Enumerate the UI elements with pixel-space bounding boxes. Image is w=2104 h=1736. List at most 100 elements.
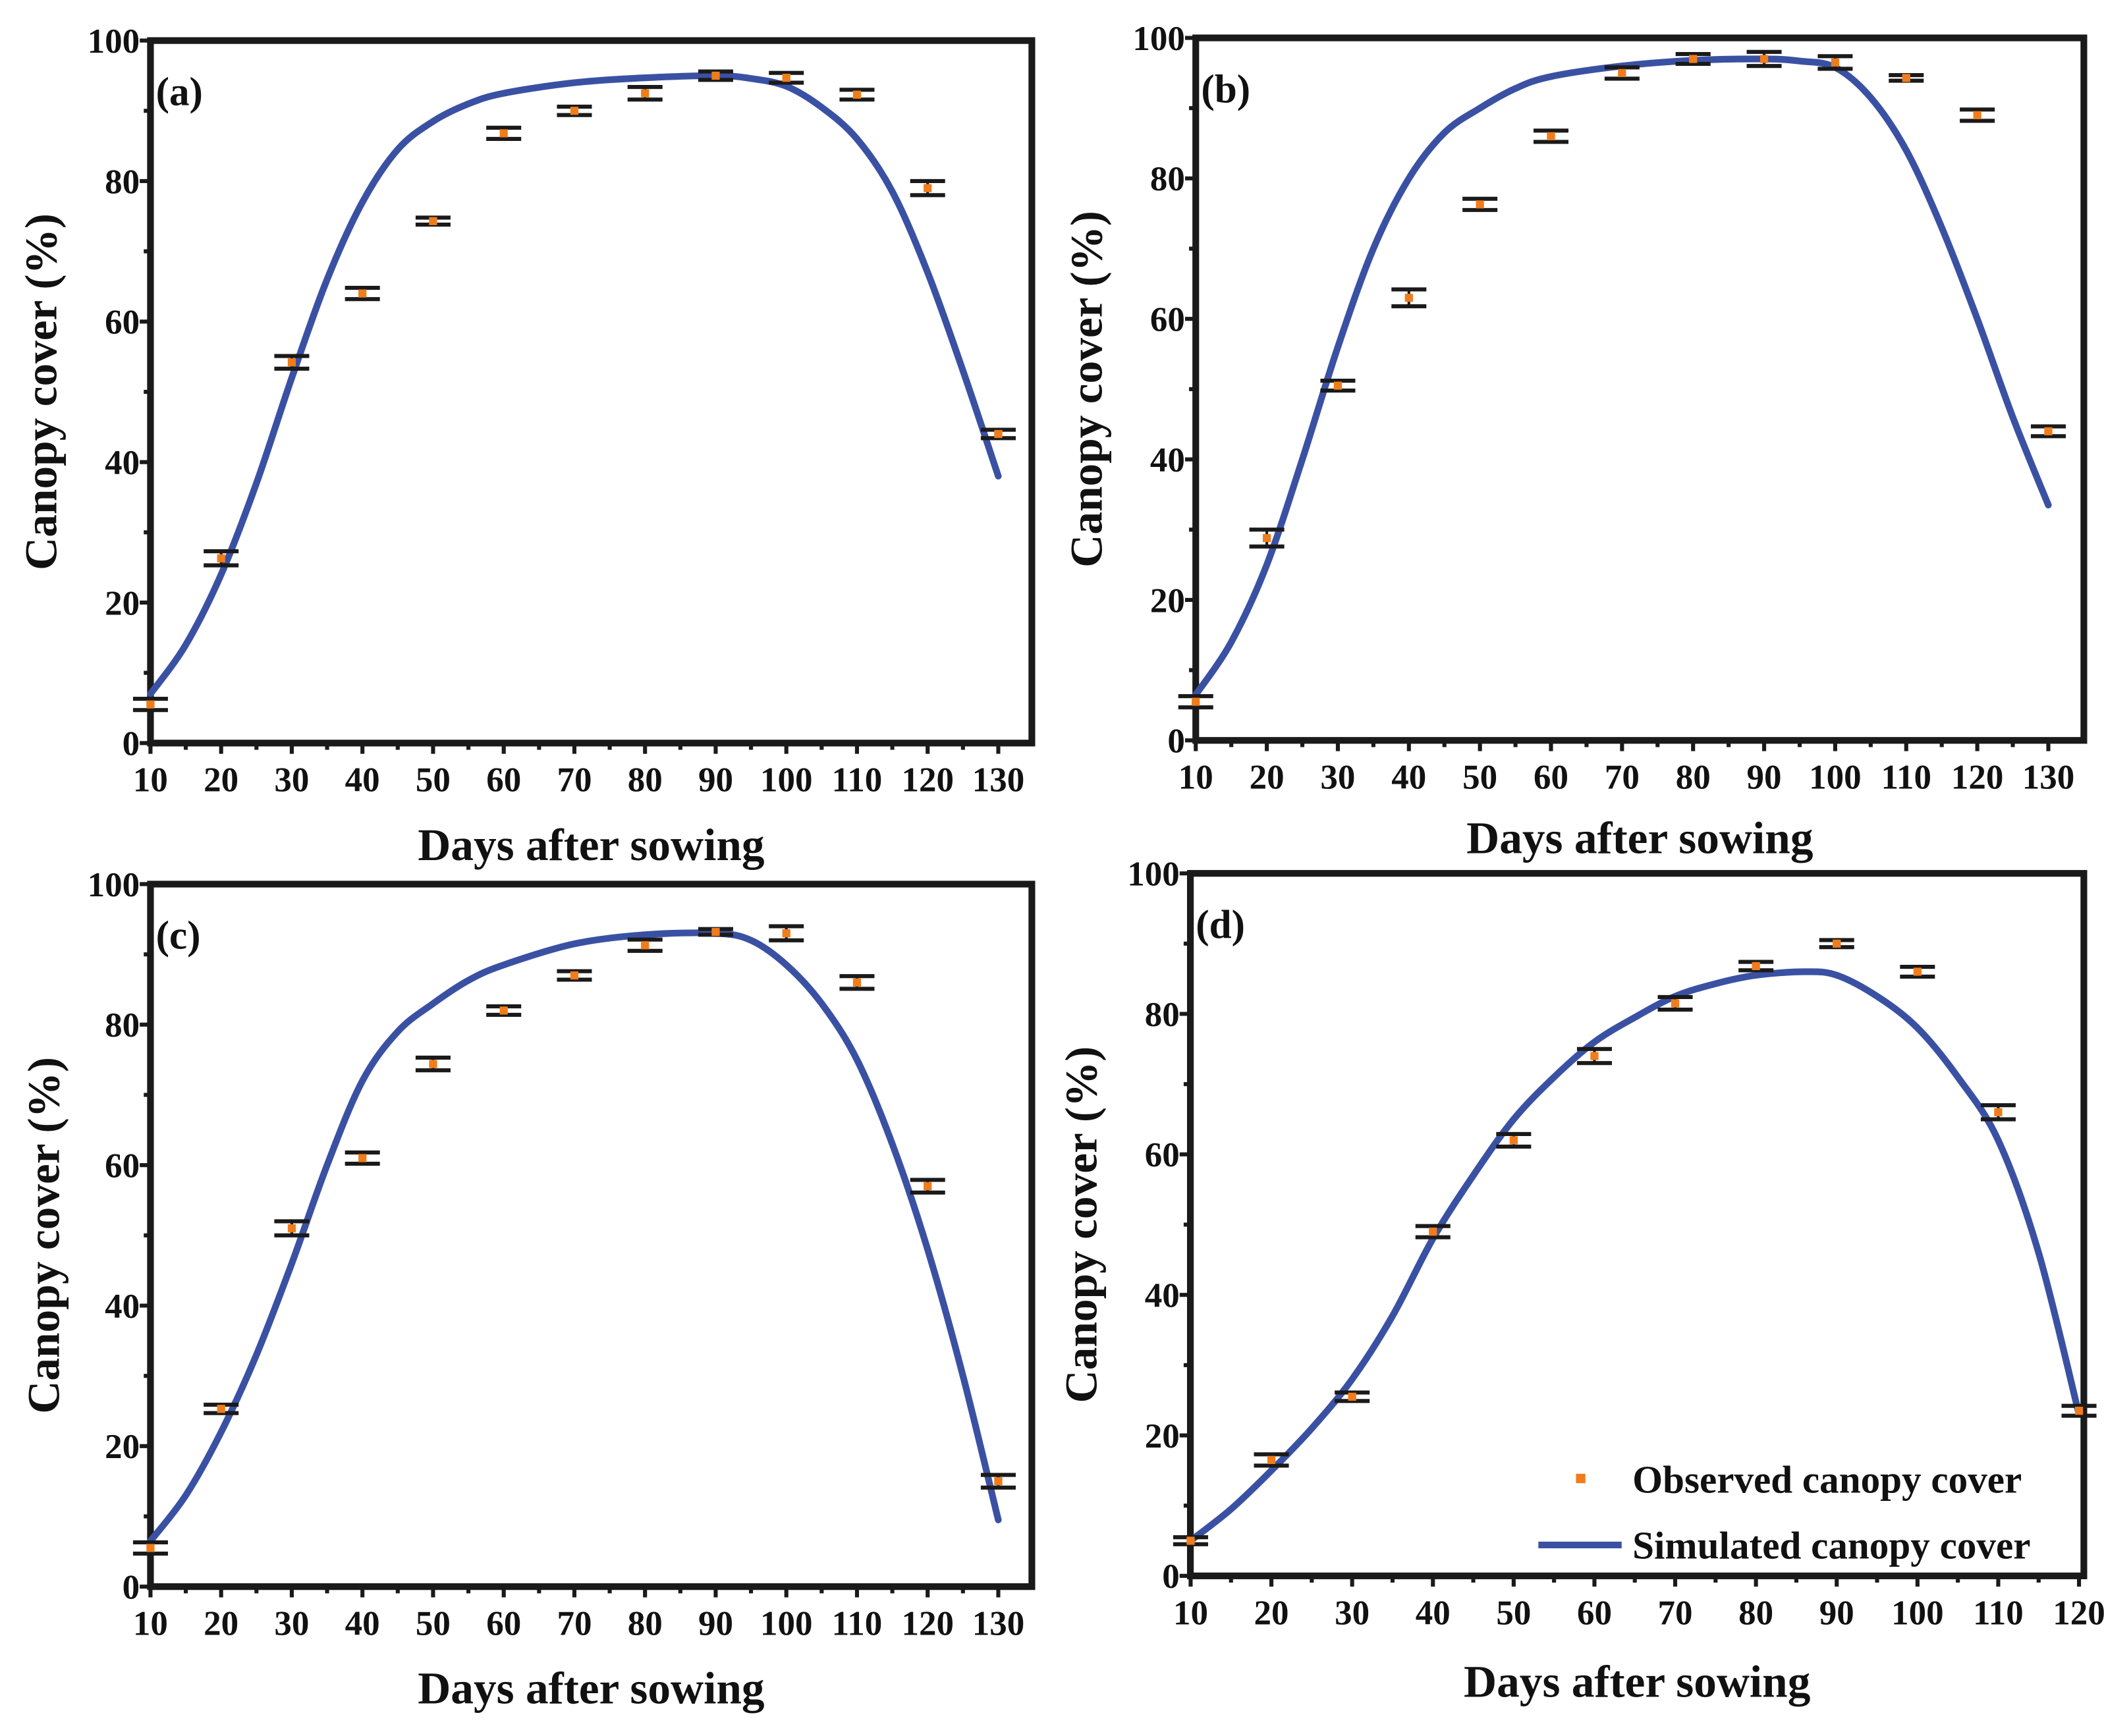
observed-point <box>1320 379 1356 393</box>
observed-marker <box>429 1060 437 1068</box>
x-tick-label: 20 <box>204 1605 238 1643</box>
observed-point <box>1496 1131 1532 1149</box>
observed-point <box>486 1004 522 1017</box>
panel-c: 0 20 40 60 80 100 10 20 30 40 50 60 70 80 90 100 110 120 1… <box>18 866 1036 1714</box>
y-tick-label: 80 <box>105 163 140 201</box>
observed-marker <box>852 978 862 987</box>
observed-marker <box>1476 200 1484 209</box>
observed-point <box>274 1219 310 1237</box>
observed-point <box>1415 1224 1451 1239</box>
x-tick-label: 110 <box>1973 1594 2024 1632</box>
observed-point <box>1960 107 1995 123</box>
observed-marker <box>1192 697 1200 706</box>
x-tick-label: 90 <box>698 1605 733 1643</box>
x-tick-label: 80 <box>1676 759 1711 797</box>
observed-marker <box>2074 1407 2084 1415</box>
panel-a: 0 20 40 60 80 100 10 20 30 40 50 60 70 80 90 100 110 120 1… <box>16 22 1036 870</box>
x-tick-label: 70 <box>557 761 592 800</box>
observed-point <box>1391 287 1427 309</box>
legend: Observed canopy cover Simulated canopy c… <box>1538 1457 2030 1567</box>
y-tick-label: 80 <box>1145 996 1180 1034</box>
legend-observed-label: Observed canopy cover <box>1632 1457 2022 1501</box>
observed-marker <box>1429 1228 1437 1236</box>
x-tick-label: 120 <box>2053 1594 2104 1632</box>
y-tick-label: 40 <box>105 444 140 482</box>
observed-point <box>910 1178 945 1195</box>
observed-marker <box>1509 1136 1518 1145</box>
observed-marker <box>217 554 225 562</box>
observed-point <box>1173 1535 1208 1546</box>
observed-point <box>415 215 451 227</box>
x-tick-label: 80 <box>628 1605 663 1643</box>
observed-point <box>1462 196 1498 212</box>
y-tick-label: 60 <box>1150 301 1185 339</box>
observed-marker <box>1752 962 1760 971</box>
x-tick-label: 110 <box>832 1605 883 1643</box>
x-tick-label: 30 <box>274 1605 309 1643</box>
observed-point <box>1335 1390 1370 1403</box>
observed-point <box>486 125 522 142</box>
observed-marker <box>641 89 650 97</box>
observed-marker <box>287 358 296 367</box>
observed-point <box>1657 994 1693 1012</box>
y-tick-label: 20 <box>1150 582 1185 620</box>
x-tick-label: 40 <box>1416 1594 1451 1632</box>
observed-point <box>1254 1452 1289 1468</box>
x-tick-label: 60 <box>1534 759 1568 797</box>
observed-marker <box>570 971 579 980</box>
x-tick-label: 30 <box>1335 1594 1370 1632</box>
x-tick-label: 60 <box>486 761 521 800</box>
y-tick-label: 0 <box>123 725 140 763</box>
x-tick-label: 50 <box>416 1605 451 1643</box>
observed-marker <box>1973 111 1981 119</box>
observed-point <box>1533 128 1569 144</box>
observed-marker <box>994 429 1003 439</box>
panel-b: 0 20 40 60 80 100 10 20 30 40 50 60 70 80 90 100 110 120 1… <box>1061 20 2088 863</box>
panel-label: (a) <box>156 70 203 115</box>
y-axis-title: Canopy cover (%) <box>1061 211 1111 568</box>
x-tick-label: 130 <box>972 1605 1025 1643</box>
y-tick-label: 0 <box>1162 1558 1180 1596</box>
x-tick-label: 30 <box>1320 759 1355 797</box>
observed-marker <box>499 129 508 138</box>
observed-point <box>1675 52 1711 67</box>
observed-marker <box>146 700 155 709</box>
observed-marker <box>1618 68 1626 77</box>
observed-marker <box>499 1006 508 1015</box>
observed-marker <box>711 927 720 936</box>
y-axis-title: Canopy cover (%) <box>1055 1046 1106 1403</box>
observed-marker <box>1348 1392 1356 1401</box>
observed-marker <box>429 217 437 225</box>
observed-point <box>769 924 804 942</box>
x-axis-title: Days after sowing <box>1466 813 1813 863</box>
panel-label: (d) <box>1196 902 1245 947</box>
simulated-curve <box>147 72 1002 697</box>
observed-point <box>1819 938 1854 950</box>
x-tick-label: 20 <box>204 761 238 800</box>
observed-point <box>204 1402 239 1415</box>
y-tick-label: 20 <box>105 1428 140 1466</box>
observed-marker <box>1759 55 1769 63</box>
x-tick-label: 30 <box>274 761 309 800</box>
observed-point <box>1817 54 1853 71</box>
observed-marker <box>711 71 720 80</box>
observed-marker <box>1333 381 1343 390</box>
observed-point <box>910 178 945 198</box>
observed-point <box>627 84 663 102</box>
observed-point <box>698 927 733 937</box>
y-tick-label: 100 <box>1127 855 1180 894</box>
x-tick-label: 100 <box>1891 1594 1944 1632</box>
panel-label: (b) <box>1201 67 1250 111</box>
observed-point <box>557 104 592 117</box>
y-tick-label: 100 <box>88 22 140 61</box>
observed-marker <box>1689 55 1698 63</box>
x-tick-label: 60 <box>486 1605 521 1643</box>
observed-point <box>1249 528 1285 549</box>
legend-simulated-label: Simulated canopy cover <box>1632 1523 2030 1567</box>
y-tick-label: 20 <box>105 584 140 622</box>
x-tick-label: 50 <box>1462 759 1497 797</box>
observed-point <box>1738 960 1774 973</box>
x-tick-label: 120 <box>901 1605 954 1643</box>
observed-point <box>627 937 663 953</box>
